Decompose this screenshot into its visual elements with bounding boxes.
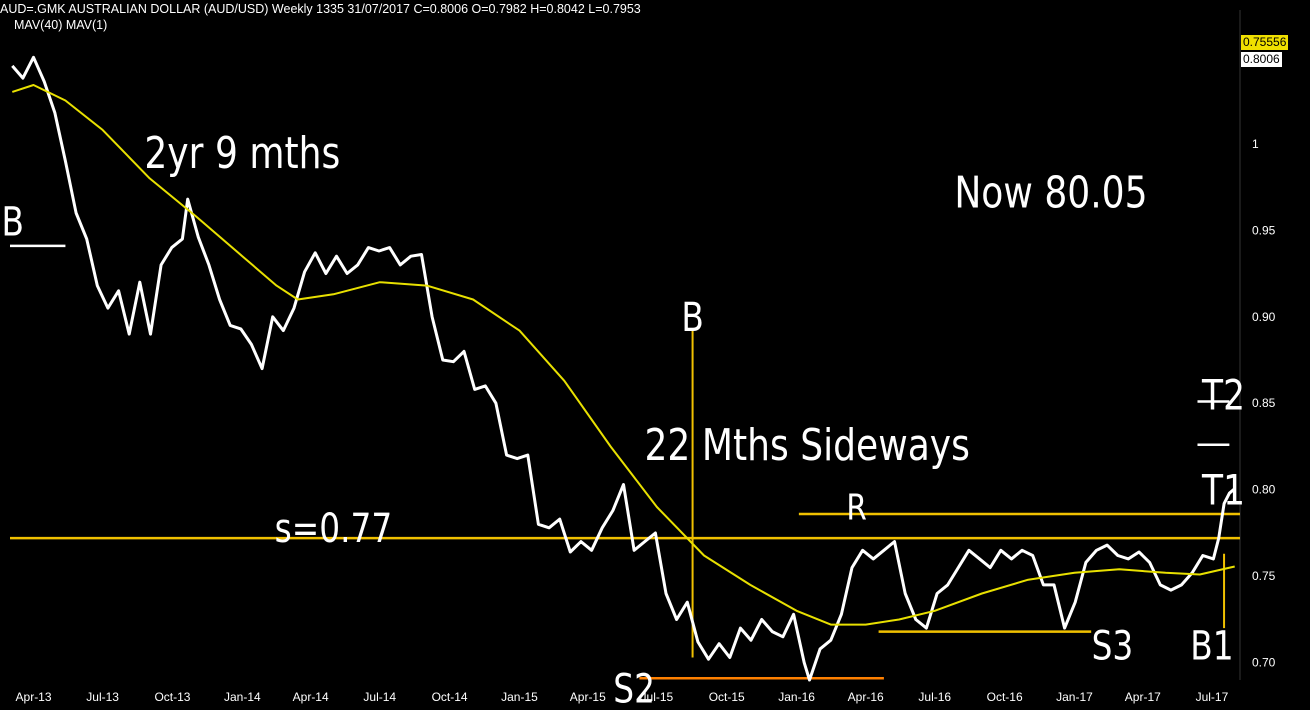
x-tick-label: Apr-17 xyxy=(1125,690,1161,704)
x-tick-label: Jan-14 xyxy=(224,690,261,704)
annotation-label: T1 xyxy=(1201,466,1245,515)
y-tick-label: 1 xyxy=(1252,137,1259,151)
x-tick-label: Jul-14 xyxy=(363,690,396,704)
indicator-legend: MAV(40) MAV(1) xyxy=(14,18,108,32)
last-price-label: 0.8006 xyxy=(1241,52,1282,67)
x-tick-label: Jan-16 xyxy=(778,690,815,704)
x-tick-label: Oct-16 xyxy=(987,690,1023,704)
moving-average-line xyxy=(11,84,1235,626)
annotation-label: Now 80.05 xyxy=(954,168,1147,218)
annotation-label: s=0.77 xyxy=(275,505,393,552)
x-tick-label: Jan-17 xyxy=(1056,690,1093,704)
x-tick-label: Jul-17 xyxy=(1196,690,1229,704)
x-tick-label: Apr-13 xyxy=(16,690,52,704)
x-tick-label: Oct-15 xyxy=(709,690,745,704)
x-tick-label: Apr-16 xyxy=(848,690,884,704)
annotation-label: B xyxy=(1,198,24,245)
y-tick-label: 0.95 xyxy=(1252,223,1276,237)
annotation-label: 22 Mths Sideways xyxy=(644,421,969,471)
x-tick-label: Oct-13 xyxy=(154,690,190,704)
x-tick-label: Jul-13 xyxy=(86,690,119,704)
chart-title: AUD=.GMK AUSTRALIAN DOLLAR (AUD/USD) Wee… xyxy=(0,2,641,16)
annotation-label: 2yr 9 mths xyxy=(144,128,340,178)
y-tick-label: 0.80 xyxy=(1252,483,1276,497)
annotation-label: S3 xyxy=(1092,622,1134,669)
x-tick-label: Jul-16 xyxy=(918,690,951,704)
x-tick-label: Jan-15 xyxy=(501,690,538,704)
x-tick-label: Jul-15 xyxy=(641,690,674,704)
ma-price-label: 0.75556 xyxy=(1241,35,1289,50)
y-tick-label: 0.85 xyxy=(1252,396,1276,410)
price-line xyxy=(11,55,1236,682)
y-tick-label: 0.75 xyxy=(1252,569,1276,583)
annotation-label: T2 xyxy=(1201,371,1245,420)
annotation-label: B1 xyxy=(1190,622,1233,669)
x-tick-label: Oct-14 xyxy=(432,690,468,704)
annotation-label: S2 xyxy=(613,665,655,710)
annotation-label: B xyxy=(681,294,704,341)
x-tick-label: Apr-14 xyxy=(293,690,329,704)
annotation-label: R xyxy=(846,486,867,529)
x-tick-label: Apr-15 xyxy=(570,690,606,704)
y-tick-label: 0.70 xyxy=(1252,656,1276,670)
y-tick-label: 0.90 xyxy=(1252,310,1276,324)
